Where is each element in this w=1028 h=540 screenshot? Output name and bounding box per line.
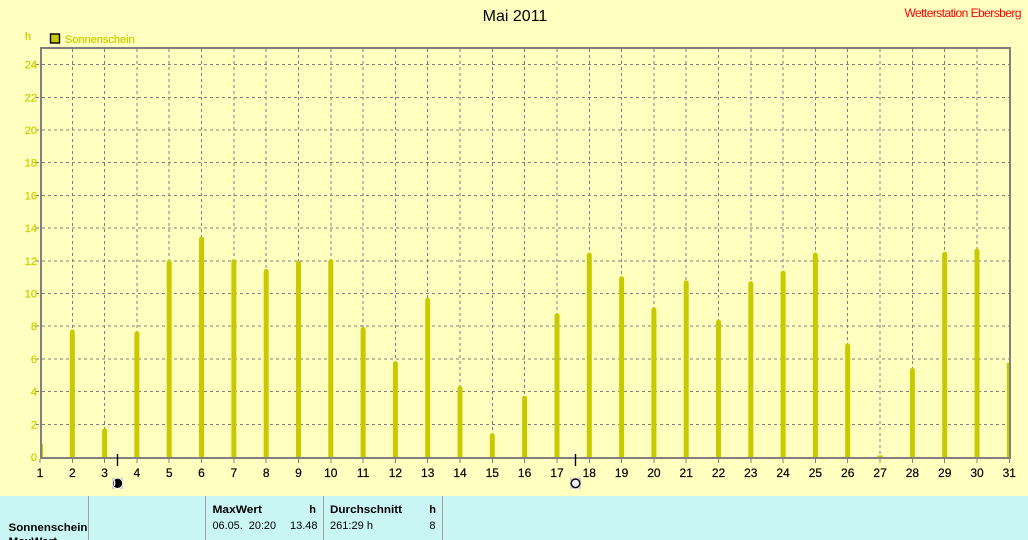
svg-text:18: 18 (25, 158, 37, 170)
svg-text:h: h (25, 31, 31, 43)
svg-text:2: 2 (31, 419, 37, 431)
svg-text:12: 12 (389, 466, 403, 480)
svg-text:1: 1 (37, 466, 44, 480)
svg-text:16: 16 (25, 190, 37, 202)
svg-text:19: 19 (615, 466, 629, 480)
svg-text:MaxWert: MaxWert (213, 504, 263, 516)
svg-text:14: 14 (25, 223, 37, 235)
svg-text:31: 31 (1003, 466, 1017, 480)
svg-text:22: 22 (25, 92, 37, 104)
svg-text:16: 16 (518, 466, 532, 480)
svg-text:18: 18 (583, 466, 597, 480)
svg-text:2: 2 (69, 466, 76, 480)
svg-text:17: 17 (550, 466, 564, 480)
svg-text:Wetterstation Ebersberg: Wetterstation Ebersberg (904, 6, 1021, 20)
svg-text:13: 13 (421, 466, 435, 480)
svg-text:5: 5 (166, 466, 173, 480)
svg-text:24: 24 (25, 60, 37, 72)
svg-text:14: 14 (453, 466, 467, 480)
svg-text:28: 28 (906, 466, 920, 480)
svg-text:27: 27 (873, 466, 887, 480)
svg-text:261:29 h: 261:29 h (330, 520, 373, 532)
svg-text:4: 4 (134, 466, 141, 480)
svg-text:23: 23 (744, 466, 758, 480)
svg-text:Mai 2011: Mai 2011 (483, 8, 548, 25)
svg-text:24: 24 (776, 466, 790, 480)
svg-text:21: 21 (680, 466, 694, 480)
svg-text:25: 25 (809, 466, 823, 480)
svg-text:22: 22 (712, 466, 726, 480)
svg-text:9: 9 (295, 466, 302, 480)
svg-text:Sonnenschein: Sonnenschein (9, 522, 88, 534)
svg-text:8: 8 (263, 466, 270, 480)
svg-text:0: 0 (31, 452, 37, 464)
svg-text:8: 8 (429, 520, 435, 532)
svg-text:h: h (429, 504, 436, 516)
svg-text:13.48: 13.48 (290, 520, 318, 532)
svg-text:MaxWert: MaxWert (9, 536, 58, 540)
svg-text:15: 15 (486, 466, 500, 480)
svg-text:29: 29 (938, 466, 952, 480)
svg-text:26: 26 (841, 466, 855, 480)
svg-text:10: 10 (25, 289, 37, 301)
svg-text:06.05. 20:20: 06.05. 20:20 (213, 520, 277, 532)
svg-text:Sonnenschein: Sonnenschein (65, 34, 135, 46)
svg-text:30: 30 (970, 466, 984, 480)
svg-text:3: 3 (101, 466, 108, 480)
svg-text:6: 6 (198, 466, 205, 480)
svg-text:Durchschnitt: Durchschnitt (330, 504, 402, 516)
svg-text:4: 4 (31, 387, 37, 399)
svg-text:11: 11 (357, 466, 370, 480)
svg-text:12: 12 (25, 256, 37, 268)
svg-text:6: 6 (31, 354, 37, 366)
svg-text:10: 10 (324, 466, 338, 480)
svg-text:8: 8 (31, 321, 37, 333)
svg-text:20: 20 (647, 466, 661, 480)
svg-text:20: 20 (25, 125, 37, 137)
svg-text:7: 7 (231, 466, 238, 480)
svg-text:h: h (309, 504, 316, 516)
